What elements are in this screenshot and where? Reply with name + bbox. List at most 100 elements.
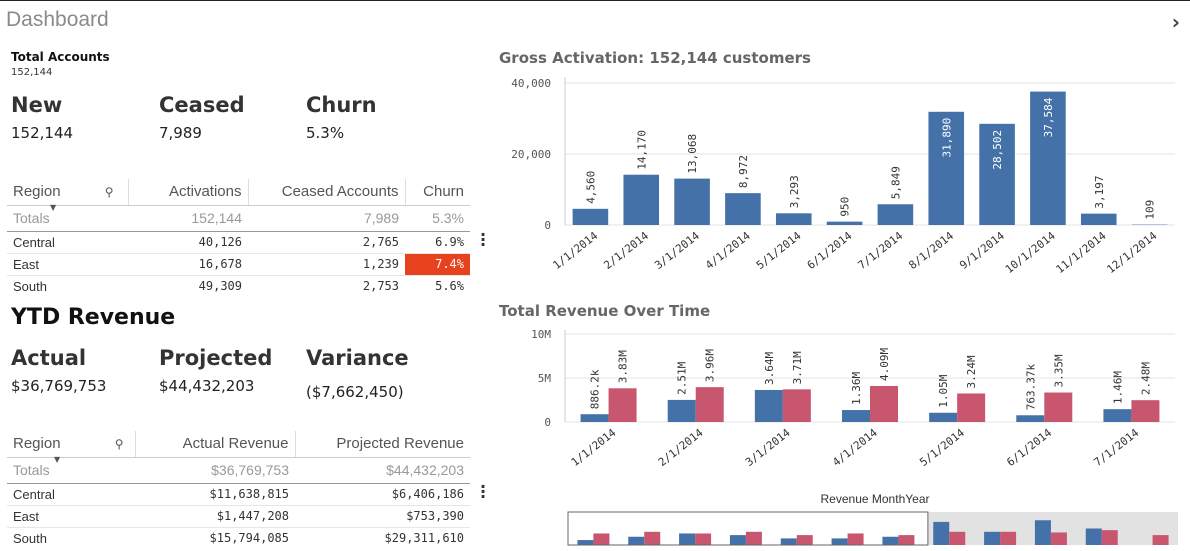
- bar: [870, 386, 898, 422]
- ytd-revenue-title: YTD Revenue: [11, 305, 176, 330]
- kpi-projected-value: $44,432,203: [159, 377, 255, 395]
- y-tick-label: 0: [544, 416, 551, 429]
- more-options-icon[interactable]: · · ·: [480, 225, 487, 254]
- search-icon[interactable]: ⚲: [104, 185, 114, 200]
- data-label: 109: [1144, 200, 1157, 220]
- x-tick-label: 7/1/2014: [1092, 426, 1142, 469]
- bar: [608, 388, 637, 422]
- col-header-ceased[interactable]: Ceased Accounts: [248, 179, 406, 206]
- bar: [623, 174, 660, 225]
- total-accounts-value: 152,144: [11, 67, 53, 78]
- table-row[interactable]: South 49,309 2,753 5.6%: [7, 275, 470, 294]
- region-revenue-table[interactable]: Region ⚲ Actual Revenue Projected Revenu…: [7, 431, 470, 547]
- data-label: 3.96M: [704, 349, 717, 382]
- kpi-ceased-label: Ceased: [159, 93, 245, 117]
- bar: [775, 213, 812, 225]
- bar: [1016, 415, 1045, 422]
- col-header-actual-revenue[interactable]: Actual Revenue: [135, 431, 296, 458]
- minimap-bar: [1152, 535, 1169, 545]
- x-tick-label: 2/1/2014: [656, 426, 706, 469]
- table-row[interactable]: South $15,794,085 $29,311,610: [7, 527, 470, 547]
- table-row[interactable]: Central $11,638,815 $6,406,186: [7, 483, 470, 506]
- y-tick-label: 40,000: [511, 77, 551, 90]
- bar: [580, 414, 609, 422]
- x-tick-label: 3/1/2014: [652, 229, 702, 272]
- data-label: 3.35M: [1052, 354, 1065, 387]
- data-label: 2.51M: [676, 361, 689, 394]
- bar: [1131, 400, 1160, 422]
- bar: [842, 410, 870, 422]
- data-label: 1.46M: [1111, 371, 1124, 404]
- revenue-over-time-chart[interactable]: 0 5M 10M 886.2k 3.83M 1/1/2014 2.51M 3.96M 2/1/2…: [495, 322, 1185, 551]
- data-label: 1.36M: [850, 372, 863, 405]
- bar: [928, 111, 965, 225]
- table-row[interactable]: East 16,678 1,239 7.4%: [7, 253, 470, 276]
- data-label: 3.83M: [617, 350, 630, 383]
- minimap-bar: [898, 535, 915, 545]
- chevron-right-icon[interactable]: ›: [1171, 10, 1180, 34]
- x-tick-label: 1/1/2014: [569, 426, 619, 469]
- data-label: 4,560: [584, 171, 597, 204]
- bar: [1030, 91, 1066, 225]
- page-title: Dashboard: [6, 8, 109, 31]
- sort-indicator-icon: ▼: [54, 455, 61, 464]
- col-header-region[interactable]: Region ⚲: [7, 431, 136, 458]
- table-row[interactable]: Central 40,126 2,765 6.9%: [7, 231, 470, 254]
- x-tick-label: 5/1/2014: [917, 426, 967, 469]
- col-header-activations[interactable]: Activations: [128, 179, 249, 206]
- minimap-bar: [1050, 532, 1067, 545]
- x-tick-label: 7/1/2014: [856, 229, 906, 272]
- gross-activation-chart[interactable]: 0 20,000 40,000 4,560 1/1/2014 14,170 2/1/2014…: [495, 68, 1185, 293]
- gross-activation-title: Gross Activation: 152,144 customers: [499, 49, 811, 67]
- minimap-bar: [933, 521, 950, 545]
- x-tick-label: 11/1/2014: [1054, 229, 1109, 276]
- minimap-bar: [729, 535, 746, 545]
- total-accounts-label: Total Accounts: [11, 50, 110, 64]
- more-options-icon[interactable]: · · ·: [480, 477, 487, 506]
- data-label: 1.05M: [937, 374, 950, 407]
- data-label: 3.71M: [791, 351, 804, 384]
- data-label: 4.09M: [878, 348, 891, 381]
- kpi-new-label: New: [11, 93, 63, 117]
- x-tick-label: 12/1/2014: [1104, 229, 1159, 276]
- bar: [782, 389, 811, 422]
- minimap-bar: [780, 538, 797, 545]
- x-axis-label: Revenue MonthYear: [821, 492, 930, 506]
- bar: [754, 389, 783, 422]
- data-label: 13,068: [686, 134, 699, 174]
- data-label: 14,170: [635, 130, 648, 170]
- minimap-bar: [1034, 520, 1051, 545]
- minimap-bar: [1000, 531, 1017, 545]
- kpi-churn-label: Churn: [306, 93, 377, 117]
- data-label: 8,972: [737, 155, 750, 188]
- x-tick-label: 1/1/2014: [551, 229, 601, 272]
- bar: [572, 208, 609, 225]
- col-header-region[interactable]: Region ⚲: [7, 179, 129, 206]
- revenue-over-time-title: Total Revenue Over Time: [499, 302, 711, 320]
- data-label: 950: [839, 197, 852, 217]
- minimap-bar: [679, 533, 696, 545]
- minimap-window[interactable]: [567, 511, 929, 546]
- data-label: 3.64M: [763, 351, 776, 384]
- minimap-bar: [831, 538, 848, 545]
- y-tick-label: 5M: [538, 372, 552, 385]
- x-tick-label: 4/1/2014: [830, 426, 880, 469]
- search-icon[interactable]: ⚲: [114, 437, 124, 452]
- y-tick-label: 0: [544, 219, 551, 232]
- minimap-bar: [628, 536, 645, 545]
- totals-row: Totals $36,769,753 $44,432,203: [7, 457, 470, 484]
- bar: [667, 399, 696, 422]
- kpi-new-value: 152,144: [11, 124, 74, 142]
- x-tick-label: 2/1/2014: [601, 229, 651, 272]
- minimap-bar: [847, 533, 864, 545]
- minimap-bar: [593, 533, 610, 545]
- col-header-churn[interactable]: Churn: [405, 179, 470, 206]
- kpi-projected-label: Projected: [159, 346, 273, 370]
- data-label: 886.2k: [589, 369, 602, 409]
- table-row[interactable]: East $1,447,208 $753,390: [7, 505, 470, 528]
- col-header-projected-revenue[interactable]: Projected Revenue: [295, 431, 470, 458]
- kpi-variance-label: Variance: [306, 346, 409, 370]
- region-activations-table[interactable]: Region ⚲ Activations Ceased Accounts Chu…: [7, 179, 470, 294]
- bar: [695, 387, 724, 422]
- bar: [1103, 409, 1132, 422]
